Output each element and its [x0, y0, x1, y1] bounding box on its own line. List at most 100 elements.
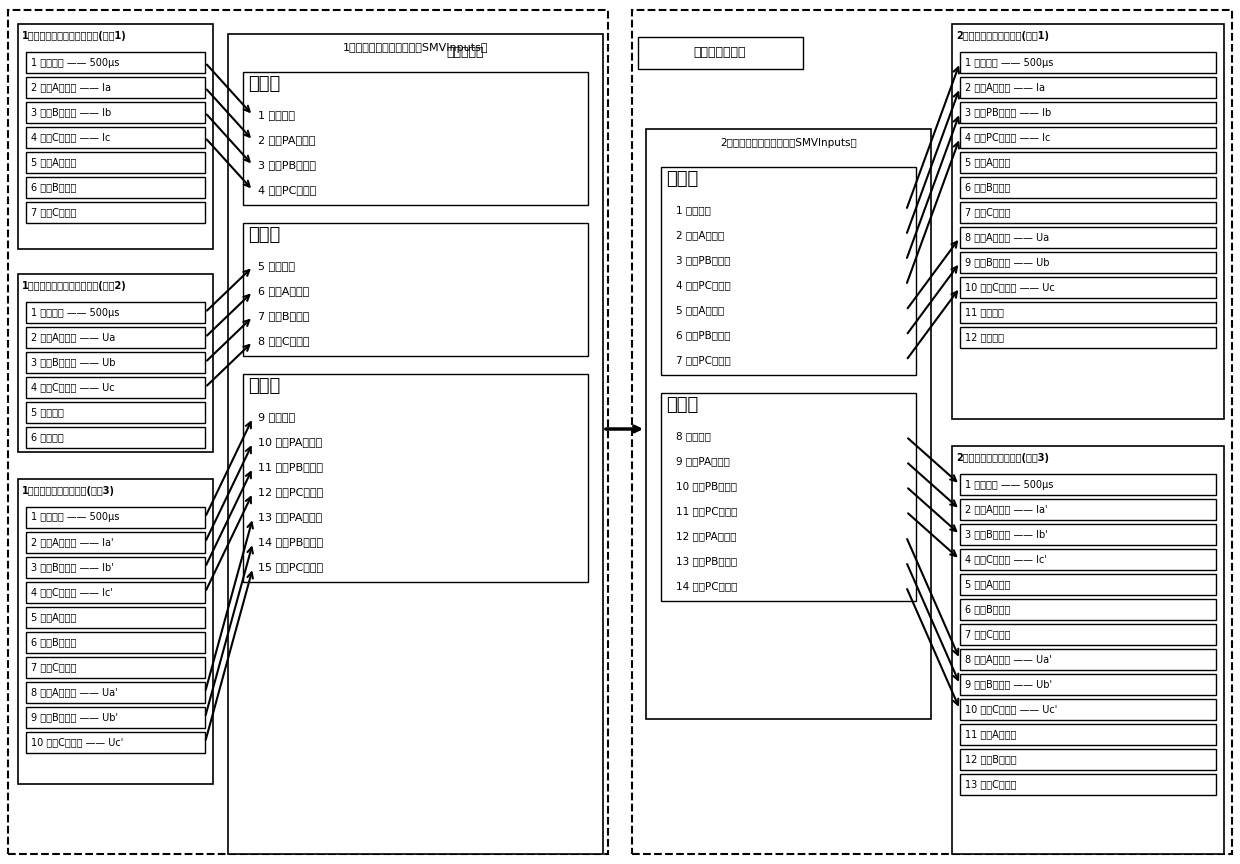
Text: 6 保护PB相电压: 6 保护PB相电压 [676, 331, 730, 340]
FancyBboxPatch shape [26, 302, 205, 323]
FancyBboxPatch shape [228, 34, 603, 854]
Text: 1 额定延时 —— 500μs: 1 额定延时 —— 500μs [31, 512, 119, 523]
FancyBboxPatch shape [26, 52, 205, 73]
Text: 10 保护C相电压 —— Uc': 10 保护C相电压 —— Uc' [965, 704, 1058, 715]
Text: 第三组: 第三组 [248, 377, 280, 395]
FancyBboxPatch shape [671, 325, 906, 346]
FancyBboxPatch shape [960, 227, 1216, 248]
FancyBboxPatch shape [960, 624, 1216, 645]
Text: 6 测量B相电流: 6 测量B相电流 [31, 638, 77, 647]
FancyBboxPatch shape [26, 707, 205, 728]
FancyBboxPatch shape [671, 275, 906, 296]
FancyBboxPatch shape [671, 476, 906, 497]
FancyBboxPatch shape [671, 350, 906, 371]
Text: 1 额定延时 —— 500μs: 1 额定延时 —— 500μs [31, 308, 119, 317]
FancyBboxPatch shape [253, 256, 578, 277]
FancyBboxPatch shape [671, 576, 906, 597]
Text: 第二组: 第二组 [666, 396, 698, 414]
FancyBboxPatch shape [26, 632, 205, 653]
FancyBboxPatch shape [26, 657, 205, 678]
FancyBboxPatch shape [253, 507, 578, 528]
Text: 5 测量A相电流: 5 测量A相电流 [31, 613, 77, 622]
FancyBboxPatch shape [253, 457, 578, 478]
Text: 1号主变高压侧电流合并单元(光口1): 1号主变高压侧电流合并单元(光口1) [22, 31, 126, 41]
Text: 12 保护PA相电压: 12 保护PA相电压 [676, 531, 737, 542]
FancyBboxPatch shape [960, 674, 1216, 695]
Text: 10 保护PA相电流: 10 保护PA相电流 [258, 437, 322, 448]
Text: 11 保护PC相电流: 11 保护PC相电流 [676, 506, 738, 517]
Text: 2号主变高压侧合并单元(光口3): 2号主变高压侧合并单元(光口3) [956, 453, 1049, 463]
Text: 2 保护A相电流: 2 保护A相电流 [676, 231, 724, 240]
FancyBboxPatch shape [243, 223, 588, 356]
Text: 3 保护B相电流 —— Ib': 3 保护B相电流 —— Ib' [31, 562, 114, 573]
Text: 2 保护A相电流 —— Ia': 2 保护A相电流 —— Ia' [31, 537, 114, 548]
FancyBboxPatch shape [391, 37, 539, 69]
Text: 12 零序电压: 12 零序电压 [965, 333, 1004, 342]
Text: 6 零序电压: 6 零序电压 [31, 433, 63, 442]
Text: 5 测量A相电流: 5 测量A相电流 [31, 157, 77, 168]
Text: 3 保护B相电压 —— Ub: 3 保护B相电压 —— Ub [31, 358, 115, 367]
FancyBboxPatch shape [960, 549, 1216, 570]
Text: 生成后配置文件: 生成后配置文件 [693, 47, 746, 60]
FancyBboxPatch shape [253, 331, 578, 352]
FancyBboxPatch shape [960, 524, 1216, 545]
Text: 第二组: 第二组 [248, 226, 280, 244]
FancyBboxPatch shape [952, 24, 1224, 419]
FancyBboxPatch shape [26, 152, 205, 173]
Text: 13 保护PA相电压: 13 保护PA相电压 [258, 512, 322, 523]
FancyBboxPatch shape [26, 557, 205, 578]
FancyBboxPatch shape [671, 426, 906, 447]
FancyBboxPatch shape [253, 557, 578, 578]
FancyBboxPatch shape [671, 501, 906, 522]
FancyBboxPatch shape [19, 24, 213, 249]
Text: 9 保护B相电压 —— Ub': 9 保护B相电压 —— Ub' [965, 679, 1052, 689]
Text: 6 测量B相电流: 6 测量B相电流 [965, 182, 1011, 193]
Text: 7 测量C相电流: 7 测量C相电流 [31, 207, 77, 218]
FancyBboxPatch shape [26, 102, 205, 123]
Text: 2 保护PA相电流: 2 保护PA相电流 [258, 136, 315, 145]
Text: 6 测量B相电流: 6 测量B相电流 [31, 182, 77, 193]
Text: 8 保护C相电压: 8 保护C相电压 [258, 336, 310, 346]
FancyBboxPatch shape [26, 607, 205, 628]
Text: 5 额定延时: 5 额定延时 [258, 262, 295, 271]
FancyBboxPatch shape [26, 352, 205, 373]
Text: 4 保护PC相电流: 4 保护PC相电流 [676, 281, 730, 290]
FancyBboxPatch shape [960, 649, 1216, 670]
Text: 11 保护PB相电流: 11 保护PB相电流 [258, 462, 322, 473]
Text: 6 保护A相电压: 6 保护A相电压 [258, 287, 309, 296]
FancyBboxPatch shape [960, 574, 1216, 595]
FancyBboxPatch shape [671, 300, 906, 321]
FancyBboxPatch shape [960, 749, 1216, 770]
Text: 1 额定延时 —— 500μs: 1 额定延时 —— 500μs [965, 480, 1053, 490]
FancyBboxPatch shape [960, 774, 1216, 795]
FancyBboxPatch shape [671, 200, 906, 221]
FancyBboxPatch shape [639, 37, 804, 69]
FancyBboxPatch shape [26, 682, 205, 703]
Text: 第一组: 第一组 [248, 75, 280, 93]
FancyBboxPatch shape [26, 427, 205, 448]
Text: 2号主变第一套主变保护（SMVInputs）: 2号主变第一套主变保护（SMVInputs） [720, 138, 857, 148]
FancyBboxPatch shape [960, 252, 1216, 273]
Text: 5 测量A相电流: 5 测量A相电流 [965, 580, 1011, 589]
Text: 10 保护C相电压 —— Uc: 10 保护C相电压 —— Uc [965, 283, 1055, 293]
Text: 9 保护B相电压 —— Ub': 9 保护B相电压 —— Ub' [31, 713, 118, 722]
Text: 13 保护PB相电压: 13 保护PB相电压 [676, 556, 737, 567]
Text: 2 保护A相电流 —— Ia: 2 保护A相电流 —— Ia [965, 82, 1045, 92]
Text: 5 同期电压: 5 同期电压 [31, 408, 64, 417]
Text: 4 保护C相电压 —— Uc: 4 保护C相电压 —— Uc [31, 383, 114, 392]
FancyBboxPatch shape [671, 526, 906, 547]
FancyBboxPatch shape [26, 507, 205, 528]
Text: 14 保护PB相电压: 14 保护PB相电压 [258, 537, 324, 548]
FancyBboxPatch shape [960, 152, 1216, 173]
Text: 1号主交低压侧合并单元(光口3): 1号主交低压侧合并单元(光口3) [22, 486, 115, 496]
FancyBboxPatch shape [960, 127, 1216, 148]
FancyBboxPatch shape [661, 393, 916, 601]
FancyBboxPatch shape [960, 499, 1216, 520]
Text: 11 同期电压: 11 同期电压 [965, 308, 1004, 317]
FancyBboxPatch shape [253, 155, 578, 176]
FancyBboxPatch shape [253, 105, 578, 126]
FancyBboxPatch shape [671, 225, 906, 246]
FancyBboxPatch shape [26, 732, 205, 753]
FancyBboxPatch shape [26, 327, 205, 348]
Text: 源配置文件: 源配置文件 [446, 47, 484, 60]
